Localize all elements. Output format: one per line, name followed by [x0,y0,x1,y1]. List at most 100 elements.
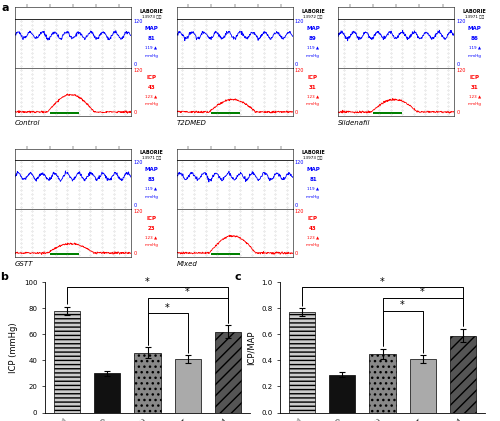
Bar [174,359,201,413]
Text: 13971 分钟: 13971 分钟 [142,155,161,159]
Text: mmHg: mmHg [144,243,158,248]
Text: c: c [235,272,242,282]
Text: ICP: ICP [308,75,318,80]
Text: 0: 0 [295,251,298,256]
Bar [330,375,355,413]
Text: 119 ▲: 119 ▲ [146,187,158,191]
Text: 123 ▲: 123 ▲ [307,235,319,239]
Text: Sildenafil: Sildenafil [338,120,371,126]
Bar [50,253,79,255]
Text: T2DMED: T2DMED [176,120,206,126]
Text: *: * [145,277,150,287]
Text: 120: 120 [134,208,142,213]
Text: 43: 43 [148,85,155,90]
Text: mmHg: mmHg [144,54,158,58]
Text: 23: 23 [148,226,155,231]
Text: ICP: ICP [146,75,156,80]
Bar [373,112,402,114]
Text: ICP: ICP [470,75,480,80]
Bar [212,253,240,255]
Text: mmHg: mmHg [144,102,158,107]
Text: 13971 分钟: 13971 分钟 [465,14,484,18]
Text: 120: 120 [456,19,466,24]
Text: Mixed: Mixed [176,261,198,267]
Text: MAP: MAP [468,27,481,32]
Text: *: * [420,287,425,297]
Bar [370,354,396,413]
Text: 0: 0 [134,61,136,67]
Text: 120: 120 [295,67,304,72]
Text: 13972 分钟: 13972 分钟 [304,14,322,18]
Text: 0: 0 [134,110,136,115]
Text: 0: 0 [295,61,298,67]
Text: 0: 0 [134,203,136,208]
Text: 120: 120 [295,208,304,213]
Text: 13973 分钟: 13973 分钟 [142,14,161,18]
Text: *: * [380,277,385,287]
Text: ICP: ICP [308,216,318,221]
Text: 123 ▲: 123 ▲ [145,94,158,98]
Bar [50,112,79,114]
Text: mmHg: mmHg [306,195,320,199]
Text: LABORIE: LABORIE [301,9,325,13]
Text: Control: Control [15,120,40,126]
Text: LABORIE: LABORIE [140,150,163,155]
Y-axis label: ICP/MAP: ICP/MAP [246,330,256,365]
Text: 120: 120 [456,67,466,72]
Text: 123 ▲: 123 ▲ [307,94,319,98]
Bar [450,336,475,413]
Text: 13973 分钟: 13973 分钟 [304,155,322,159]
Text: mmHg: mmHg [144,195,158,199]
Text: 31: 31 [309,85,317,90]
Text: 119 ▲: 119 ▲ [307,46,319,50]
Text: 31: 31 [471,85,478,90]
Text: *: * [185,287,190,297]
Text: MAP: MAP [306,168,320,173]
Text: 81: 81 [309,177,317,182]
Bar [214,332,240,413]
Text: 83: 83 [148,177,155,182]
Text: LABORIE: LABORIE [463,9,486,13]
Text: 119 ▲: 119 ▲ [468,46,480,50]
Text: 0: 0 [456,110,460,115]
Text: 81: 81 [148,36,155,41]
Text: 0: 0 [295,110,298,115]
Text: LABORIE: LABORIE [140,9,163,13]
Bar [54,311,80,413]
Text: 119 ▲: 119 ▲ [307,187,319,191]
Text: 120: 120 [134,160,142,165]
Text: GSTT: GSTT [15,261,34,267]
Text: 0: 0 [456,61,460,67]
Text: 123 ▲: 123 ▲ [468,94,480,98]
Text: a: a [2,3,10,13]
Text: mmHg: mmHg [306,243,320,248]
Text: 43: 43 [309,226,317,231]
Text: mmHg: mmHg [306,54,320,58]
Text: mmHg: mmHg [306,102,320,107]
Text: ICP: ICP [146,216,156,221]
Bar [94,373,120,413]
Text: mmHg: mmHg [468,102,481,107]
Text: 120: 120 [295,160,304,165]
Bar [290,312,316,413]
Bar [410,359,436,413]
Text: MAP: MAP [144,27,158,32]
Text: 123 ▲: 123 ▲ [145,235,158,239]
Bar [212,112,240,114]
Text: 89: 89 [309,36,317,41]
Text: LABORIE: LABORIE [301,150,325,155]
Text: 119 ▲: 119 ▲ [146,46,158,50]
Y-axis label: ICP (mmHg): ICP (mmHg) [10,322,18,373]
Text: MAP: MAP [306,27,320,32]
Text: b: b [0,272,8,282]
Text: mmHg: mmHg [468,54,481,58]
Bar [134,352,160,413]
Text: 120: 120 [134,19,142,24]
Text: 0: 0 [134,251,136,256]
Text: *: * [165,303,170,313]
Text: 120: 120 [295,19,304,24]
Text: 120: 120 [134,67,142,72]
Text: MAP: MAP [144,168,158,173]
Text: 0: 0 [295,203,298,208]
Text: 86: 86 [471,36,478,41]
